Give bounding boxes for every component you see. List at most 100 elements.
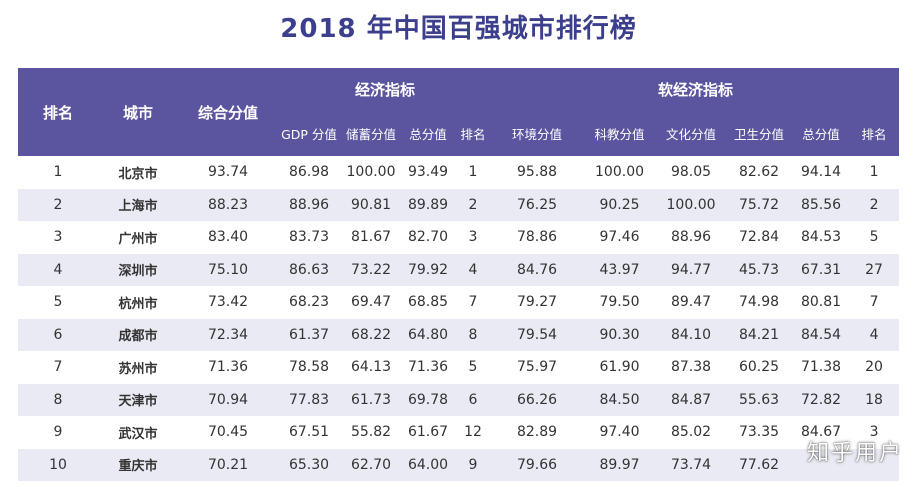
header-soft-total: 总分值 <box>793 111 850 156</box>
cell-economic-rank: 5 <box>454 351 493 384</box>
cell-environment: 76.25 <box>492 188 583 221</box>
cell-city: 武汉市 <box>98 416 178 449</box>
cell-environment: 84.76 <box>492 253 583 286</box>
cell-city: 深圳市 <box>98 253 178 286</box>
cell-savings: 90.81 <box>340 188 402 221</box>
cell-gdp: 86.63 <box>278 253 340 286</box>
cell-savings: 68.22 <box>340 318 402 351</box>
header-city: 城市 <box>98 68 178 156</box>
cell-composite: 88.23 <box>178 188 278 221</box>
cell-culture: 94.77 <box>657 253 726 286</box>
cell-culture: 85.02 <box>657 416 726 449</box>
watermark: 知乎用户 <box>806 441 903 466</box>
cell-rank: 5 <box>18 286 98 319</box>
cell-environment: 78.86 <box>492 221 583 254</box>
cell-gdp: 88.96 <box>278 188 340 221</box>
cell-education: 97.40 <box>582 416 658 449</box>
cell-composite: 72.34 <box>178 318 278 351</box>
cell-gdp: 68.23 <box>278 286 340 319</box>
cell-culture: 89.47 <box>657 286 726 319</box>
cell-city: 天津市 <box>98 383 178 416</box>
cell-economic-total: 61.67 <box>402 416 454 449</box>
cell-economic-total: 82.70 <box>402 221 454 254</box>
cell-savings: 55.82 <box>340 416 402 449</box>
cell-health: 73.35 <box>725 416 794 449</box>
cell-savings: 100.00 <box>340 156 402 189</box>
cell-soft-total: 84.53 <box>793 221 850 254</box>
cell-savings: 81.67 <box>340 221 402 254</box>
cell-savings: 69.47 <box>340 286 402 319</box>
cell-environment: 79.54 <box>492 318 583 351</box>
cell-environment: 82.89 <box>492 416 583 449</box>
header-health: 卫生分值 <box>725 111 794 156</box>
table-row: 5 杭州市 73.42 68.23 69.47 68.85 7 79.27 79.50 89.47… <box>18 286 900 319</box>
cell-economic-total: 79.92 <box>402 253 454 286</box>
cell-health: 75.72 <box>725 188 794 221</box>
cell-gdp: 78.58 <box>278 351 340 384</box>
cell-health: 55.63 <box>725 383 794 416</box>
cell-soft-rank: 27 <box>849 253 900 286</box>
cell-soft-rank: 18 <box>849 383 900 416</box>
cell-savings: 73.22 <box>340 253 402 286</box>
cell-rank: 6 <box>18 318 98 351</box>
cell-education: 43.97 <box>582 253 658 286</box>
cell-soft-total: 84.67 <box>793 416 850 449</box>
table-row: 8 天津市 70.94 77.83 61.73 69.78 6 66.26 84.50 84.87… <box>18 383 900 416</box>
cell-soft-rank: 7 <box>849 286 900 319</box>
table-row: 7 苏州市 71.36 78.58 64.13 71.36 5 75.97 61.90 87.38… <box>18 351 900 384</box>
cell-economic-rank: 3 <box>454 221 493 254</box>
cell-culture: 88.96 <box>657 221 726 254</box>
cell-soft-total: 80.81 <box>793 286 850 319</box>
header-education: 科教分值 <box>582 111 658 156</box>
cell-education: 79.50 <box>582 286 658 319</box>
cell-culture: 73.74 <box>657 448 726 481</box>
cell-gdp: 61.37 <box>278 318 340 351</box>
cell-soft-rank: 1 <box>849 156 900 189</box>
cell-city: 北京市 <box>98 156 178 189</box>
cell-education: 97.46 <box>582 221 658 254</box>
cell-economic-rank: 9 <box>454 448 493 481</box>
cell-environment: 79.66 <box>492 448 583 481</box>
table-row: 3 广州市 83.40 83.73 81.67 82.70 3 78.86 97.46 88.96… <box>18 221 900 254</box>
cell-culture: 87.38 <box>657 351 726 384</box>
cell-economic-total: 64.80 <box>402 318 454 351</box>
cell-city: 苏州市 <box>98 351 178 384</box>
table-row: 6 成都市 72.34 61.37 68.22 64.80 8 79.54 90.30 84.10… <box>18 318 900 351</box>
cell-city: 广州市 <box>98 221 178 254</box>
header-economic-group: 经济指标 <box>278 68 493 111</box>
cell-economic-total: 71.36 <box>402 351 454 384</box>
cell-economic-rank: 1 <box>454 156 493 189</box>
cell-culture: 84.87 <box>657 383 726 416</box>
header-environment: 环境分值 <box>492 111 583 156</box>
header-soft-group: 软经济指标 <box>492 68 900 111</box>
cell-savings: 64.13 <box>340 351 402 384</box>
cell-education: 84.50 <box>582 383 658 416</box>
cell-soft-rank <box>849 448 900 481</box>
header-gdp: GDP 分值 <box>278 111 340 156</box>
cell-economic-rank: 7 <box>454 286 493 319</box>
cell-economic-total: 89.89 <box>402 188 454 221</box>
cell-rank: 7 <box>18 351 98 384</box>
cell-soft-rank: 2 <box>849 188 900 221</box>
cell-education: 90.30 <box>582 318 658 351</box>
cell-economic-rank: 4 <box>454 253 493 286</box>
header-economic-total: 总分值 <box>402 111 454 156</box>
cell-rank: 4 <box>18 253 98 286</box>
cell-environment: 75.97 <box>492 351 583 384</box>
cell-health: 84.21 <box>725 318 794 351</box>
cell-economic-total: 64.00 <box>402 448 454 481</box>
cell-culture: 84.10 <box>657 318 726 351</box>
cell-soft-total <box>793 448 850 481</box>
table-row: 10 重庆市 70.21 65.30 62.70 64.00 9 79.66 89.97 73.7… <box>18 448 900 481</box>
cell-soft-rank: 3 <box>849 416 900 449</box>
ranking-table: 排名 城市 综合分值 经济指标 软经济指标 GDP 分值 储蓄分值 总分值 排名… <box>18 68 900 481</box>
cell-city: 成都市 <box>98 318 178 351</box>
cell-soft-total: 72.82 <box>793 383 850 416</box>
cell-gdp: 86.98 <box>278 156 340 189</box>
cell-soft-total: 84.54 <box>793 318 850 351</box>
header-composite: 综合分值 <box>178 68 278 156</box>
cell-gdp: 65.30 <box>278 448 340 481</box>
cell-education: 100.00 <box>582 156 658 189</box>
cell-rank: 10 <box>18 448 98 481</box>
cell-composite: 70.21 <box>178 448 278 481</box>
